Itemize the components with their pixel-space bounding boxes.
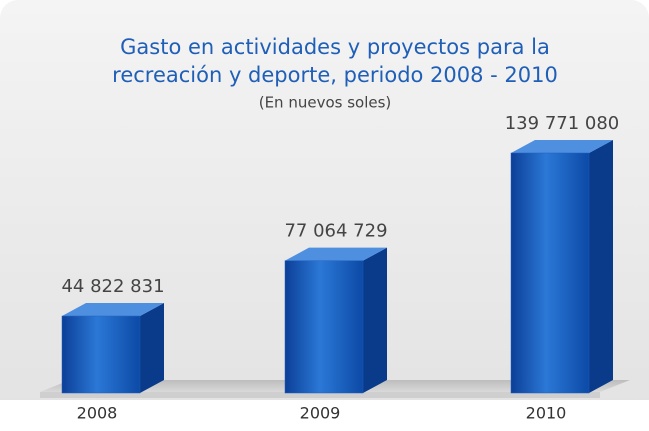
value-label: 44 822 831 — [61, 276, 164, 297]
bar-top — [62, 303, 164, 317]
bottom-band — [0, 400, 649, 431]
bar — [284, 260, 364, 394]
bar — [61, 315, 141, 394]
chart-title: recreación y deporte, periodo 2008 - 201… — [112, 63, 558, 87]
x-tick-label: 2010 — [526, 404, 567, 423]
bar-top — [285, 247, 387, 261]
floor-edge — [40, 392, 600, 398]
bar — [510, 152, 590, 394]
x-tick-label: 2008 — [77, 404, 118, 423]
chart-subtitle: (En nuevos soles) — [259, 94, 392, 112]
bar-top — [511, 140, 613, 153]
bar-side — [140, 303, 164, 393]
chart-title: Gasto en actividades y proyectos para la — [120, 35, 550, 59]
x-tick-label: 2009 — [300, 404, 341, 423]
bar-side — [363, 247, 387, 393]
value-label: 139 771 080 — [505, 113, 620, 134]
bar-side — [589, 140, 613, 393]
value-label: 77 064 729 — [284, 221, 387, 242]
